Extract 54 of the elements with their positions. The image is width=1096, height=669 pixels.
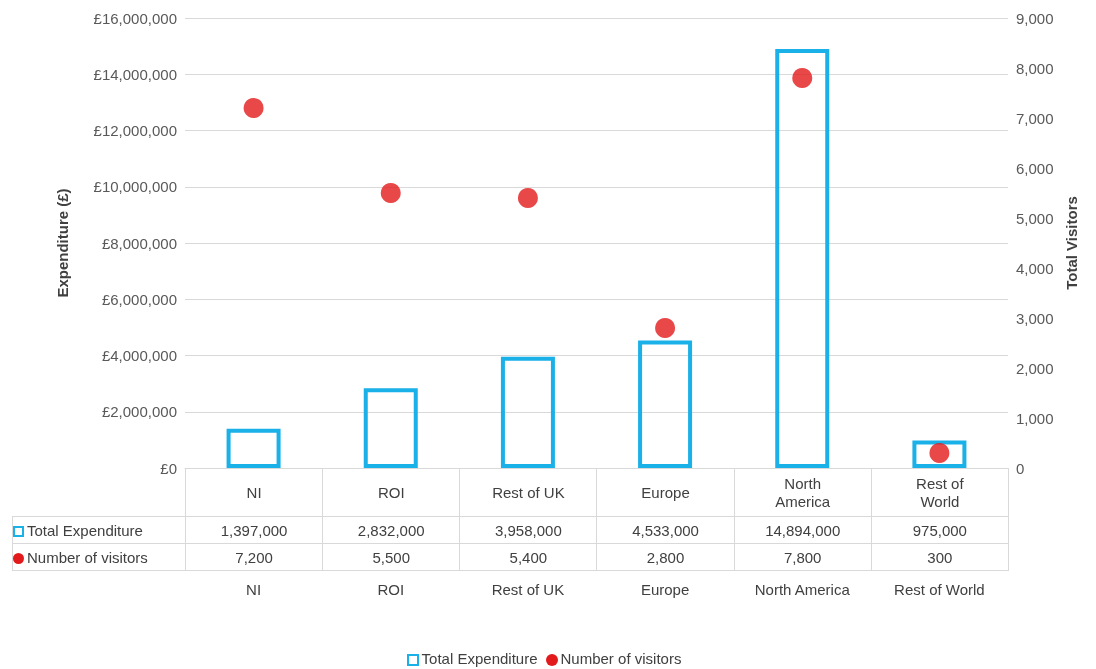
y-tick-label: £12,000,000 [93, 122, 177, 139]
data-label: 1,397,000 [185, 516, 323, 544]
y-axis-title: Expenditure (£) [54, 188, 71, 298]
y2-tick-label: 4,000 [1016, 259, 1054, 277]
category-label: Rest of World [894, 581, 985, 598]
point [517, 188, 538, 208]
x-tick-label: ROI [322, 468, 460, 517]
x-tick-label: North America [734, 468, 872, 517]
data-label: 2,800 [596, 543, 735, 571]
data-label: 300 [871, 543, 1009, 571]
y-tick-label: £16,000,000 [93, 9, 177, 27]
y2-tick-label: 2,000 [1016, 359, 1054, 377]
data-label: 7,200 [185, 543, 323, 571]
y2-tick-label: 6,000 [1016, 159, 1054, 177]
y2-tick-label: 8,000 [1016, 59, 1054, 77]
x-tick-label: NI [185, 468, 323, 517]
legend-label: Total Expenditure [12, 516, 186, 544]
y2-tick-label: 7,000 [1016, 109, 1054, 127]
y-tick-label: £2,000,000 [101, 403, 177, 421]
y2-axis-title: Total Visitors [1063, 196, 1081, 290]
point [655, 318, 676, 338]
data-label: 5,500 [322, 543, 460, 571]
y2-tick-label: 9,000 [1016, 9, 1054, 27]
data-label: 4,533,000 [596, 516, 735, 544]
y-tick-label: £8,000,000 [101, 234, 177, 252]
y2-tick-label: 5,000 [1016, 209, 1054, 227]
y-tick-label: £6,000,000 [101, 290, 177, 308]
category-label: North America [754, 581, 850, 598]
text: Total Expenditure [421, 650, 538, 667]
data-label: 2,832,000 [322, 516, 460, 544]
point [243, 98, 264, 118]
legend-label: Number of visitors [12, 543, 186, 571]
x-tick-label: Rest of UK [459, 468, 597, 517]
category-label: Rest of UK [491, 581, 565, 598]
x-tick-label: Rest of World [871, 468, 1009, 517]
text: Number of visitors [560, 650, 682, 667]
point [792, 68, 813, 88]
data-label: 7,800 [734, 543, 872, 571]
category-label: ROI [377, 581, 405, 598]
y-tick-label: £0 [160, 459, 177, 477]
y2-tick-label: 3,000 [1016, 309, 1054, 327]
data-label: 14,894,000 [734, 516, 872, 544]
y2-tick-label: 0 [1016, 459, 1025, 477]
category-label: Europe [640, 581, 690, 598]
data-label: 3,958,000 [459, 516, 597, 544]
x-tick-label: Europe [596, 468, 735, 517]
point [380, 183, 401, 203]
data-label: 5,400 [459, 543, 597, 571]
y-tick-label: £10,000,000 [93, 178, 177, 196]
y2-tick-label: 1,000 [1016, 409, 1054, 427]
category-label: NI [246, 581, 262, 598]
y-tick-label: £4,000,000 [101, 347, 177, 364]
data-label: 975,000 [871, 516, 1009, 544]
y-tick-label: £14,000,000 [93, 65, 177, 83]
